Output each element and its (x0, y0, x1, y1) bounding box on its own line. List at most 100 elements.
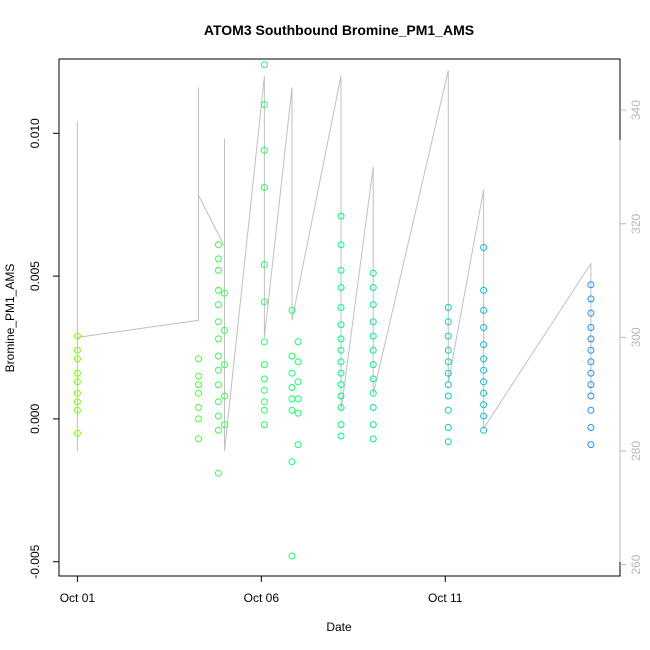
data-point (587, 324, 595, 331)
data-point (260, 338, 268, 346)
data-point (444, 304, 452, 311)
data-point (369, 284, 377, 291)
data-point (587, 381, 595, 389)
x-tick-label: Oct 01 (60, 591, 96, 605)
data-point (288, 458, 296, 466)
data-point (587, 335, 595, 343)
data-point (369, 404, 377, 411)
data-point-layer (73, 61, 595, 560)
data-point (369, 301, 377, 309)
data-point (260, 261, 268, 269)
data-point (294, 409, 302, 417)
data-point (444, 358, 452, 366)
data-point (214, 426, 222, 434)
data-point (214, 352, 222, 360)
data-point (587, 346, 595, 354)
data-point (73, 332, 81, 340)
data-point (480, 355, 488, 363)
data-point (221, 326, 228, 334)
data-point (221, 289, 228, 297)
data-point (587, 424, 595, 431)
data-point (73, 429, 81, 437)
data-point (444, 318, 452, 326)
x-tick-label: Oct 06 (244, 591, 280, 605)
data-point (214, 301, 222, 309)
data-point (214, 286, 222, 294)
data-point (260, 184, 268, 191)
right-y-tick-label: 280 (629, 441, 643, 461)
data-point (480, 286, 488, 294)
data-point (587, 441, 595, 449)
data-point (195, 355, 202, 363)
data-point (369, 361, 377, 369)
data-point (480, 426, 488, 434)
data-point (480, 378, 488, 386)
data-point (260, 386, 268, 394)
right-y-axis: 260 280 300 320 340 (619, 100, 643, 575)
data-point (214, 266, 222, 274)
data-point (288, 352, 296, 360)
data-point (337, 321, 345, 329)
data-point (260, 146, 268, 154)
data-point (480, 324, 488, 331)
data-point (221, 361, 228, 369)
data-point (260, 61, 268, 69)
data-point (444, 332, 452, 340)
y-tick-label: 0.005 (28, 261, 42, 291)
data-point (260, 421, 268, 429)
data-point (444, 346, 452, 354)
data-point (73, 398, 81, 406)
data-point (195, 389, 202, 397)
data-point (444, 438, 452, 446)
right-axis-series-line (76, 70, 592, 452)
x-axis-label: Date (326, 620, 352, 634)
data-point (480, 306, 488, 314)
data-point (587, 406, 595, 414)
data-point (294, 338, 302, 346)
data-point (369, 435, 377, 443)
right-y-tick-label: 320 (629, 213, 643, 233)
data-point (73, 346, 81, 354)
data-point (73, 369, 81, 377)
right-y-tick-label: 260 (629, 554, 643, 574)
data-point (369, 346, 377, 354)
data-point (288, 306, 296, 314)
data-point (337, 381, 345, 389)
data-point (260, 298, 268, 306)
data-point (214, 398, 222, 406)
data-point (587, 309, 595, 317)
data-point (337, 266, 345, 274)
data-point (294, 358, 302, 366)
data-point (195, 372, 202, 380)
data-point (337, 421, 345, 429)
data-point (444, 424, 452, 431)
y-tick-label: 0.010 (28, 118, 42, 148)
data-point (337, 432, 345, 440)
data-point (337, 358, 345, 366)
data-point (73, 406, 81, 414)
right-y-tick-label: 300 (629, 327, 643, 347)
data-point (214, 255, 222, 263)
data-point (214, 318, 222, 326)
data-point (195, 415, 202, 423)
x-tick-label: Oct 11 (428, 591, 463, 605)
y-axis-label: Bromine_PM1_AMS (3, 264, 17, 373)
chart-title: ATOM3 Southbound Bromine_PM1_AMS (204, 22, 474, 38)
y-tick-label: -0.005 (28, 544, 42, 578)
data-point (288, 552, 296, 560)
data-point (195, 404, 202, 411)
y-axis: -0.005 0.000 0.005 0.010 (28, 118, 60, 579)
data-point (214, 366, 222, 374)
plot-frame (58, 58, 621, 577)
data-point (337, 369, 345, 377)
data-point (260, 398, 268, 406)
data-point (337, 346, 345, 354)
data-point (288, 384, 296, 391)
data-point (260, 361, 268, 369)
data-point (587, 392, 595, 400)
data-point (337, 304, 345, 311)
data-point (73, 389, 81, 397)
data-point (288, 369, 296, 377)
y-tick-label: 0.000 (28, 404, 42, 434)
